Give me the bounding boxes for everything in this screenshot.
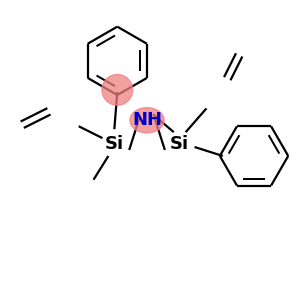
Text: NH: NH [132, 111, 162, 129]
Circle shape [102, 74, 133, 105]
Text: Si: Si [105, 135, 124, 153]
Ellipse shape [130, 108, 164, 133]
Text: Si: Si [170, 135, 189, 153]
